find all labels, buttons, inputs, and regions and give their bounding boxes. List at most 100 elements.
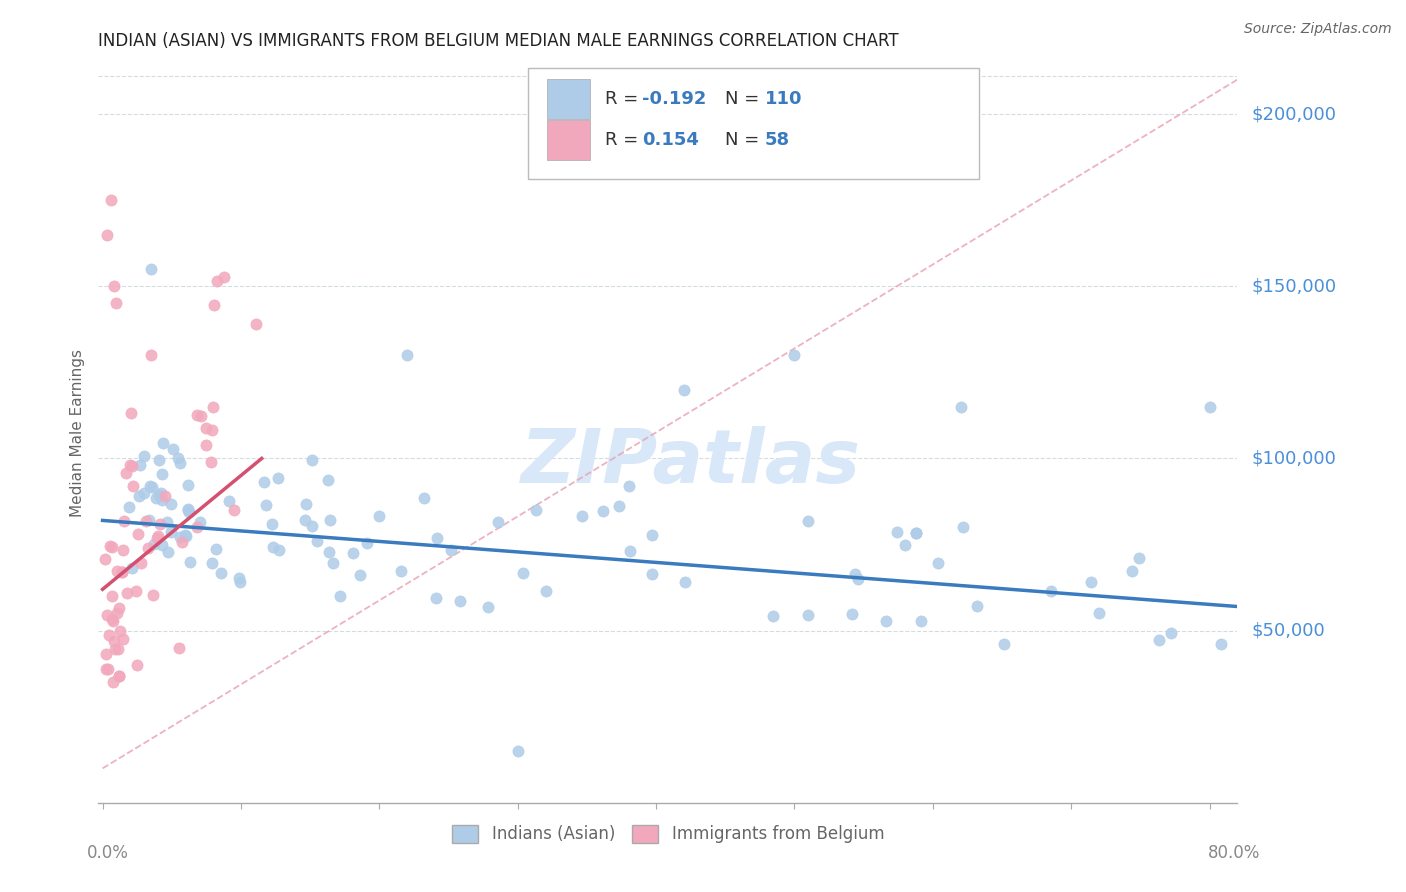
- Point: [111, 566, 134, 580]
- Point: [104, 642, 127, 657]
- Point: [103, 633, 125, 648]
- Point: [167, 640, 190, 655]
- Point: [96, 608, 118, 623]
- Point: [110, 624, 132, 638]
- Point: [148, 487, 170, 501]
- Point: [177, 503, 200, 517]
- Point: [105, 606, 128, 620]
- Text: ZIPatlas: ZIPatlas: [520, 425, 860, 499]
- Point: [846, 573, 869, 587]
- Point: [94, 552, 117, 566]
- FancyBboxPatch shape: [527, 68, 979, 179]
- Point: [177, 478, 200, 492]
- Point: [139, 348, 162, 362]
- Point: [105, 296, 128, 310]
- Point: [120, 406, 142, 420]
- Point: [195, 421, 218, 435]
- Point: [675, 575, 697, 590]
- Point: [170, 535, 193, 549]
- Point: [797, 514, 820, 528]
- Point: [129, 556, 152, 570]
- Point: [179, 555, 201, 569]
- Point: [115, 586, 138, 600]
- Point: [200, 455, 222, 469]
- Point: [128, 458, 150, 472]
- Point: [97, 628, 120, 642]
- Point: [449, 593, 471, 607]
- Point: [356, 536, 378, 550]
- Point: [228, 574, 250, 589]
- Point: [322, 556, 344, 570]
- Point: [269, 542, 291, 557]
- Point: [150, 486, 173, 500]
- Point: [201, 423, 224, 437]
- Point: [875, 614, 897, 628]
- Point: [132, 449, 155, 463]
- Point: [114, 466, 136, 480]
- Point: [316, 473, 339, 487]
- Point: [607, 499, 630, 513]
- Text: N =: N =: [725, 90, 765, 109]
- Point: [112, 542, 135, 557]
- Point: [262, 541, 284, 555]
- Point: [329, 589, 352, 603]
- Point: [966, 599, 988, 614]
- Point: [186, 408, 208, 422]
- Point: [169, 456, 191, 470]
- Legend: Indians (Asian), Immigrants from Belgium: Indians (Asian), Immigrants from Belgium: [444, 818, 891, 850]
- Point: [342, 545, 364, 559]
- Point: [121, 458, 143, 473]
- Point: [125, 583, 148, 598]
- Point: [156, 545, 179, 559]
- Point: [100, 193, 122, 207]
- Point: [212, 269, 235, 284]
- Point: [149, 516, 172, 531]
- Text: Source: ZipAtlas.com: Source: ZipAtlas.com: [1244, 22, 1392, 37]
- Point: [150, 467, 173, 481]
- Point: [101, 589, 124, 603]
- Point: [136, 541, 159, 556]
- Point: [301, 453, 323, 467]
- Point: [486, 515, 509, 529]
- Point: [927, 556, 949, 570]
- FancyBboxPatch shape: [547, 120, 591, 161]
- Point: [1121, 564, 1143, 578]
- Point: [571, 508, 593, 523]
- Point: [218, 494, 240, 508]
- Point: [952, 520, 974, 534]
- Point: [174, 528, 197, 542]
- Point: [118, 500, 141, 515]
- Point: [294, 497, 316, 511]
- Point: [127, 658, 149, 673]
- Point: [367, 509, 389, 524]
- Point: [105, 564, 128, 578]
- Point: [118, 458, 141, 472]
- Text: 80.0%: 80.0%: [1208, 844, 1260, 862]
- Text: 110: 110: [765, 90, 803, 109]
- Point: [200, 556, 222, 570]
- Point: [592, 504, 614, 518]
- Point: [426, 531, 449, 545]
- Point: [142, 588, 165, 602]
- Text: $100,000: $100,000: [1251, 450, 1336, 467]
- Point: [152, 436, 174, 450]
- Point: [146, 528, 169, 542]
- Point: [318, 545, 340, 559]
- Point: [160, 524, 183, 539]
- Point: [783, 348, 806, 362]
- Point: [177, 501, 200, 516]
- FancyBboxPatch shape: [547, 79, 591, 120]
- Y-axis label: Median Male Earnings: Median Male Earnings: [70, 349, 86, 516]
- Point: [103, 674, 125, 689]
- Point: [1198, 400, 1220, 414]
- Text: 58: 58: [765, 131, 790, 149]
- Point: [1149, 632, 1171, 647]
- Point: [150, 493, 173, 508]
- Point: [138, 513, 160, 527]
- Text: $50,000: $50,000: [1251, 622, 1324, 640]
- Point: [112, 632, 135, 646]
- Point: [389, 564, 412, 578]
- Point: [349, 568, 371, 582]
- Point: [617, 478, 640, 492]
- Point: [108, 601, 131, 615]
